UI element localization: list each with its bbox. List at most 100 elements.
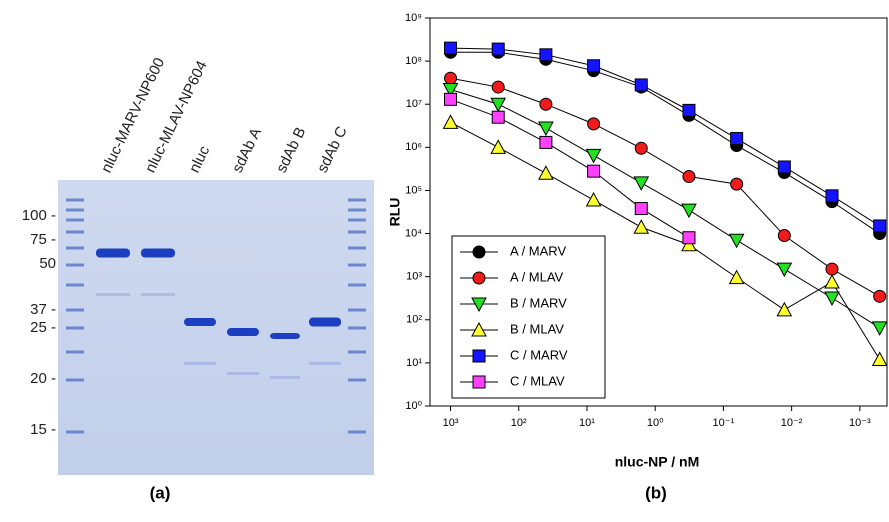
ladder-band <box>348 264 366 267</box>
marker-label: 25 - <box>30 319 56 336</box>
marker <box>540 136 552 148</box>
ladder-band <box>66 327 84 330</box>
figure: (a) (b) nluc-NP / nM RLU nluc-MARV-NP600… <box>0 0 889 517</box>
faint-band <box>141 293 175 296</box>
marker-label: 50 <box>39 255 56 272</box>
lane-label: sdAb C <box>314 124 351 176</box>
marker <box>777 263 791 276</box>
faint-band <box>184 362 216 365</box>
marker <box>473 272 485 284</box>
marker <box>873 322 887 335</box>
marker <box>445 93 457 105</box>
marker <box>540 49 552 61</box>
marker <box>683 104 695 116</box>
ladder-band <box>66 379 84 382</box>
lane-label: sdAb A <box>229 125 265 175</box>
lane-label: nluc <box>186 143 214 176</box>
ladder-band <box>66 264 84 267</box>
page: (a) (b) nluc-NP / nM RLU nluc-MARV-NP600… <box>0 0 889 522</box>
marker <box>730 234 744 247</box>
ladder-band <box>348 379 366 382</box>
marker <box>826 263 838 275</box>
marker <box>540 98 552 110</box>
marker <box>492 81 504 93</box>
protein-band <box>227 328 259 336</box>
gel <box>58 180 374 475</box>
ladder-band <box>348 309 366 312</box>
ladder-band <box>348 199 366 202</box>
x-axis-label: nluc-NP / nM <box>615 454 700 470</box>
marker <box>874 290 886 302</box>
marker <box>778 161 790 173</box>
x-tick-label: 10³ <box>443 417 459 429</box>
legend-label: A / MARV <box>510 243 566 258</box>
marker <box>682 204 696 217</box>
marker <box>825 292 839 305</box>
ladder-band <box>348 431 366 434</box>
ladder-band <box>348 284 366 287</box>
ladder-band <box>66 284 84 287</box>
legend-label: B / MARV <box>510 295 567 310</box>
marker <box>683 171 695 183</box>
marker <box>492 111 504 123</box>
x-tick-label: 10¹ <box>579 417 595 429</box>
legend-label: A / MLAV <box>510 269 564 284</box>
ladder-band <box>348 327 366 330</box>
marker <box>473 246 485 258</box>
y-tick-label: 10² <box>406 314 422 326</box>
faint-band <box>270 376 300 379</box>
protein-band <box>96 249 130 258</box>
ladder-band <box>66 209 84 212</box>
series-line <box>451 48 880 226</box>
marker <box>539 122 553 135</box>
ladder-band <box>66 231 84 234</box>
ladder-band <box>348 247 366 250</box>
legend-label: C / MARV <box>510 347 568 362</box>
marker <box>730 271 744 284</box>
marker <box>635 79 647 91</box>
ladder-band <box>66 431 84 434</box>
marker <box>635 142 647 154</box>
y-tick-label: 10¹ <box>406 357 422 369</box>
protein-band <box>270 333 300 339</box>
legend-label: B / MLAV <box>510 321 564 336</box>
protein-band <box>141 249 175 258</box>
legend-label: C / MLAV <box>510 373 565 388</box>
y-tick-label: 10⁵ <box>405 184 422 196</box>
ladder-band <box>66 199 84 202</box>
y-tick-label: 10⁷ <box>406 98 422 110</box>
x-tick-label: 10⁻¹ <box>713 417 735 429</box>
x-tick-label: 10⁻³ <box>849 417 871 429</box>
marker <box>825 275 839 288</box>
x-tick-label: 10⁻² <box>781 417 803 429</box>
marker-label: 75 - <box>30 231 56 248</box>
ladder-band <box>66 219 84 222</box>
marker <box>587 149 601 162</box>
marker <box>634 177 648 190</box>
marker <box>587 193 601 206</box>
series-line <box>451 99 689 237</box>
ladder-band <box>348 209 366 212</box>
lane-label: sdAb B <box>273 125 309 176</box>
x-tick-label: 10² <box>511 417 527 429</box>
series-line <box>451 52 880 233</box>
y-axis-label: RLU <box>387 198 403 227</box>
faint-band <box>309 362 341 365</box>
ladder-band <box>66 309 84 312</box>
y-tick-label: 10³ <box>406 271 422 283</box>
marker <box>826 190 838 202</box>
marker <box>635 203 647 215</box>
panel-label: (b) <box>645 483 667 502</box>
ladder-band <box>66 247 84 250</box>
marker <box>778 230 790 242</box>
marker <box>445 42 457 54</box>
marker <box>731 133 743 145</box>
faint-band <box>96 293 130 296</box>
y-tick-label: 10⁴ <box>405 227 422 239</box>
faint-band <box>227 372 259 375</box>
marker-label: 100 - <box>22 207 56 224</box>
marker <box>588 60 600 72</box>
protein-band <box>184 318 216 326</box>
marker <box>634 220 648 233</box>
ladder-band <box>348 231 366 234</box>
